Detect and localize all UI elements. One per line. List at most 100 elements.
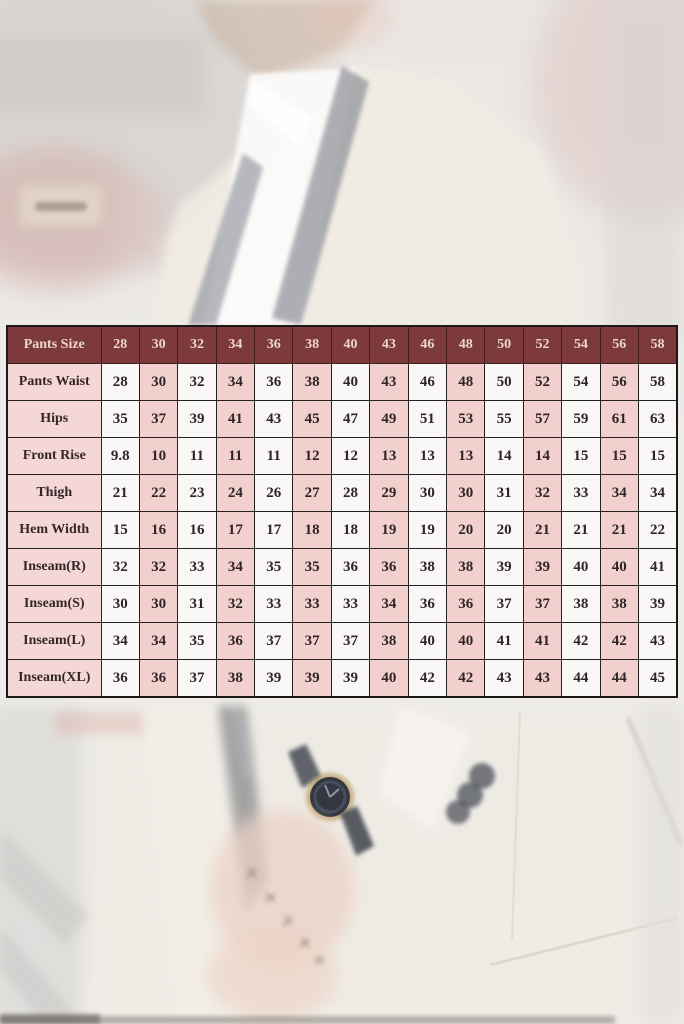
value-cell: 34 (599, 474, 639, 512)
value-cell: 63 (637, 400, 678, 438)
value-cell: 13 (407, 437, 448, 475)
value-cell: 58 (637, 363, 678, 401)
knuckle-tattoos (246, 867, 324, 965)
value-cell: 41 (484, 622, 524, 660)
value-cell: 47 (330, 400, 371, 438)
header-size-cell: 38 (292, 325, 332, 364)
value-cell: 38 (369, 622, 409, 660)
row-label: Hips (6, 400, 102, 438)
value-cell: 15 (561, 437, 601, 475)
value-cell: 30 (446, 474, 486, 512)
right-lapel (272, 66, 369, 325)
value-cell: 38 (599, 585, 639, 623)
header-size-cell: 34 (215, 325, 256, 364)
value-cell: 52 (522, 363, 563, 401)
value-cell: 12 (292, 437, 332, 475)
value-cell: 46 (407, 363, 448, 401)
value-cell: 35 (177, 622, 217, 660)
row-label: Pants Waist (6, 363, 102, 401)
value-cell: 49 (369, 400, 409, 438)
value-cell: 34 (637, 474, 678, 512)
value-cell: 28 (330, 474, 371, 512)
value-cell: 16 (177, 511, 217, 549)
value-cell: 54 (561, 363, 601, 401)
cuff (378, 706, 472, 832)
value-cell: 32 (138, 548, 179, 586)
header-size-cell: 58 (637, 325, 678, 364)
header-size-cell: 28 (100, 325, 140, 364)
value-cell: 56 (599, 363, 639, 401)
pants-size-chart: Pants Size 28 30 32 34 36 38 40 43 46 48 50 52 54 56 58… (6, 325, 678, 698)
value-cell: 43 (369, 363, 409, 401)
header-label: Pants Size (6, 325, 102, 364)
row-label: Inseam(XL) (6, 659, 102, 698)
value-cell: 59 (561, 400, 601, 438)
value-cell: 21 (522, 511, 563, 549)
value-cell: 43 (484, 659, 524, 698)
value-cell: 40 (330, 363, 371, 401)
value-cell: 35 (100, 400, 140, 438)
value-cell: 51 (407, 400, 448, 438)
man-upper-body (158, 0, 582, 325)
value-cell: 34 (100, 622, 140, 660)
row-label: Inseam(L) (6, 622, 102, 660)
row-label: Inseam(R) (6, 548, 102, 586)
value-cell: 40 (599, 548, 639, 586)
value-cell: 53 (446, 400, 486, 438)
value-cell: 30 (138, 363, 179, 401)
value-cell: 17 (215, 511, 256, 549)
row-label: Thigh (6, 474, 102, 512)
value-cell: 29 (369, 474, 409, 512)
value-cell: 57 (522, 400, 563, 438)
value-cell: 43 (637, 622, 678, 660)
value-cell: 42 (599, 622, 639, 660)
value-cell: 36 (446, 585, 486, 623)
value-cell: 39 (292, 659, 332, 698)
value-cell: 40 (446, 622, 486, 660)
value-cell: 12 (330, 437, 371, 475)
fingers (207, 930, 337, 1020)
value-cell: 34 (138, 622, 179, 660)
table-row: Inseam(R) 32 32 33 34 35 35 36 36 38 38 39 39 40 40 41 (6, 548, 678, 586)
value-cell: 45 (637, 659, 678, 698)
value-cell: 19 (407, 511, 448, 549)
table-row: Front Rise 9.8 10 11 11 11 12 12 13 13 13 14 14 15 15 1… (6, 437, 678, 475)
value-cell: 33 (254, 585, 294, 623)
row-label: Hem Width (6, 511, 102, 549)
value-cell: 32 (522, 474, 563, 512)
value-cell: 21 (599, 511, 639, 549)
value-cell: 36 (407, 585, 448, 623)
value-cell: 20 (446, 511, 486, 549)
value-cell: 32 (100, 548, 140, 586)
table-row: Hem Width 15 16 16 17 17 18 18 19 19 20 20 21 21 21 22 (6, 511, 678, 549)
value-cell: 39 (254, 659, 294, 698)
value-cell: 41 (637, 548, 678, 586)
header-size-cell: 48 (446, 325, 486, 364)
header-size-cell: 32 (177, 325, 217, 364)
value-cell: 33 (561, 474, 601, 512)
watch-hands (324, 784, 340, 798)
value-cell: 14 (484, 437, 524, 475)
table-row: Hips 35 37 39 41 43 45 47 49 51 53 55 57 59 61 63 (6, 400, 678, 438)
value-cell: 37 (330, 622, 371, 660)
value-cell: 39 (177, 400, 217, 438)
value-cell: 22 (637, 511, 678, 549)
value-cell: 38 (561, 585, 601, 623)
value-cell: 15 (637, 437, 678, 475)
header-size-cell: 43 (369, 325, 409, 364)
value-cell: 11 (254, 437, 294, 475)
value-cell: 33 (330, 585, 371, 623)
value-cell: 16 (138, 511, 179, 549)
value-cell: 11 (215, 437, 256, 475)
value-cell: 43 (522, 659, 563, 698)
value-cell: 61 (599, 400, 639, 438)
jacket-seam (511, 711, 521, 941)
value-cell: 41 (215, 400, 256, 438)
value-cell: 34 (215, 548, 256, 586)
value-cell: 14 (522, 437, 563, 475)
value-cell: 39 (522, 548, 563, 586)
value-cell: 42 (407, 659, 448, 698)
value-cell: 30 (100, 585, 140, 623)
